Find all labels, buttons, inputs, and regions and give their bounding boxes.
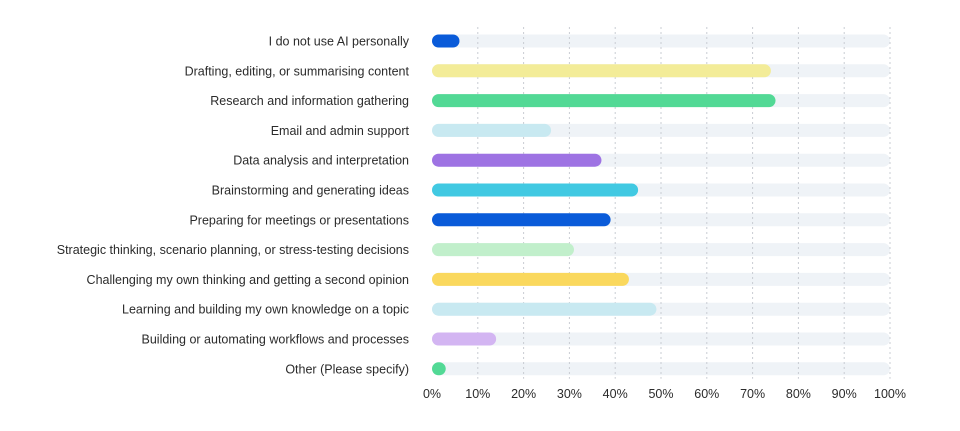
category-label: I do not use AI personally	[269, 35, 410, 49]
x-tick-label: 40%	[603, 387, 628, 401]
bar	[432, 153, 602, 167]
x-tick-label: 30%	[557, 387, 582, 401]
gridlines	[477, 27, 891, 379]
bar	[432, 332, 497, 346]
category-label: Drafting, editing, or summarising conten…	[185, 64, 410, 78]
x-tick-label: 90%	[832, 387, 857, 401]
category-label: Learning and building my own knowledge o…	[122, 303, 409, 317]
x-tick-label: 70%	[740, 387, 765, 401]
category-label: Strategic thinking, scenario planning, o…	[57, 243, 409, 257]
bars	[432, 34, 776, 376]
bar	[432, 243, 574, 257]
category-labels: I do not use AI personally Drafting, edit…	[57, 35, 410, 377]
category-label: Other (Please specify)	[285, 362, 409, 376]
category-label: Data analysis and interpretation	[233, 154, 409, 168]
x-axis-ticks: 0% 10% 20% 30% 40% 50% 60% 70% 80% 90% 100%	[423, 387, 906, 401]
x-tick-label: 60%	[694, 387, 719, 401]
bar	[432, 183, 639, 197]
bar	[432, 64, 771, 78]
bar	[432, 272, 629, 286]
x-tick-label: 100%	[874, 387, 906, 401]
category-label: Building or automating workflows and pro…	[142, 333, 410, 347]
bar	[432, 94, 776, 108]
x-tick-label: 80%	[786, 387, 811, 401]
category-label: Preparing for meetings or presentations	[189, 213, 409, 227]
bar-track	[432, 34, 890, 48]
x-tick-label: 0%	[423, 387, 441, 401]
bar	[432, 213, 611, 227]
x-tick-label: 50%	[648, 387, 673, 401]
category-label: Challenging my own thinking and getting …	[87, 273, 409, 287]
bar-tracks	[432, 34, 890, 376]
bar	[432, 302, 657, 316]
x-tick-label: 20%	[511, 387, 536, 401]
category-label: Research and information gathering	[210, 94, 409, 108]
x-tick-label: 10%	[465, 387, 490, 401]
bar	[432, 34, 460, 48]
category-label: Brainstorming and generating ideas	[212, 184, 409, 198]
category-label: Email and admin support	[271, 124, 410, 138]
bar	[432, 362, 446, 376]
bar	[432, 123, 552, 137]
